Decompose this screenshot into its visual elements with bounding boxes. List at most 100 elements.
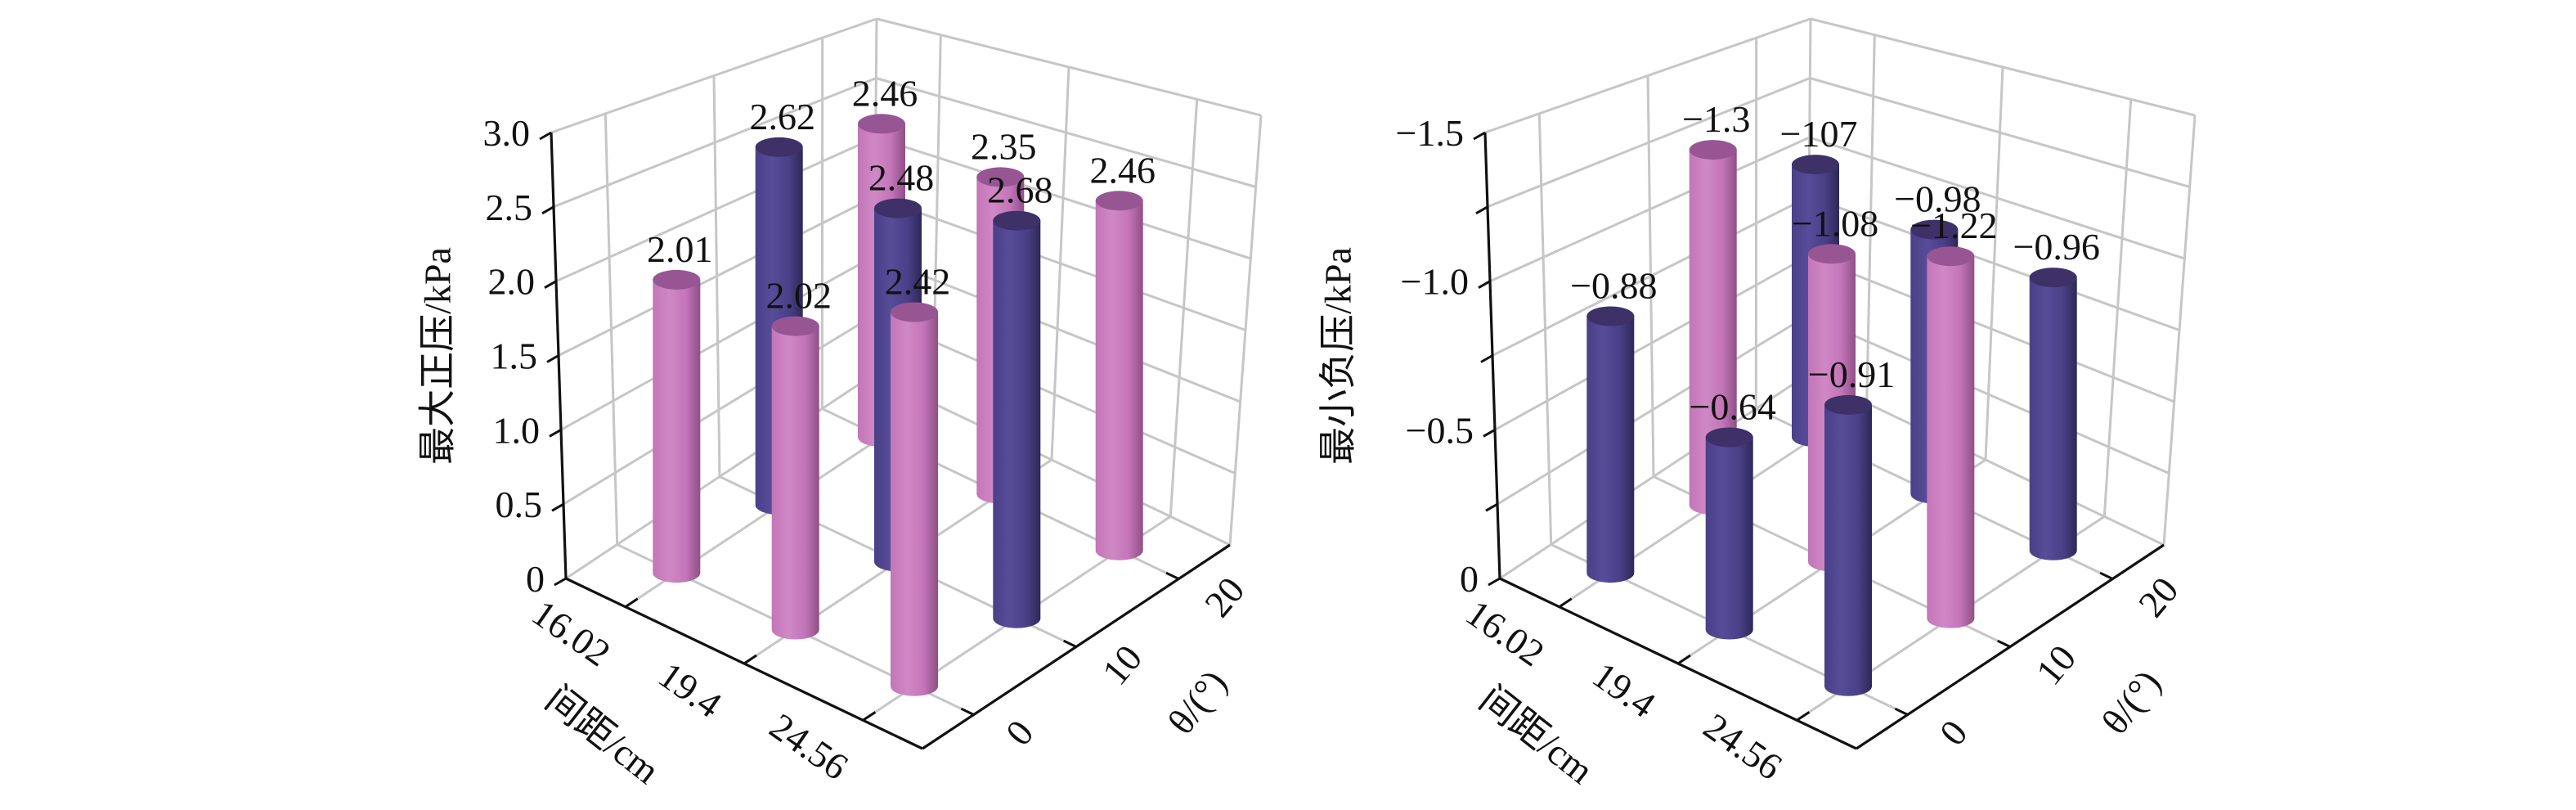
y-tick	[549, 428, 562, 438]
bar-body	[1705, 437, 1753, 640]
left-wall-gridline	[1537, 113, 1553, 545]
data-label: 2.46	[1089, 149, 1156, 191]
y-tick-label: 0	[526, 558, 545, 600]
bar-top	[653, 269, 701, 290]
theta-tick	[2099, 571, 2113, 580]
data-label: −0.98	[1894, 178, 1981, 220]
bar-body	[1586, 316, 1635, 583]
spacing-tick	[624, 597, 639, 608]
right-wall-gridline	[1228, 115, 1263, 546]
y-tick-label: 0	[1460, 558, 1479, 600]
y-tick-label: 1.5	[491, 335, 538, 377]
bar-top	[1910, 219, 1959, 240]
bar	[1095, 191, 1143, 560]
right-wall-gridline	[1169, 99, 1199, 517]
bar-body	[653, 279, 701, 583]
bar	[1705, 427, 1753, 640]
data-label: 2.42	[885, 261, 951, 303]
y-tick	[551, 502, 564, 512]
spacing-tick	[1558, 597, 1573, 608]
bar-top	[1792, 155, 1839, 175]
y-tick	[539, 131, 552, 141]
bar-top	[976, 167, 1025, 187]
data-label: −0.64	[1689, 386, 1775, 428]
data-label: 2.35	[971, 125, 1037, 167]
data-labels: 2.46 2.35 2.62 2.01 2.48 2.46 2.02 2.68 2.42	[647, 72, 1156, 316]
bars	[1586, 140, 2077, 696]
right-wall-gridline	[1865, 34, 1876, 403]
bar-body	[891, 312, 938, 696]
y-tick-label: 3.0	[483, 112, 531, 154]
right-wall-gridline	[2103, 99, 2133, 517]
bar	[1927, 246, 1975, 628]
data-label: −107	[1780, 113, 1858, 155]
spacing-tick	[862, 711, 877, 722]
y-tick	[541, 205, 554, 215]
y-tick	[1473, 131, 1486, 141]
bar-body	[1689, 150, 1737, 515]
data-label: −0.96	[2013, 226, 2099, 268]
bar-top	[1586, 306, 1635, 326]
y-tick-label: −1.5	[1396, 112, 1464, 154]
y-axis-title: 最大正压/kPa	[417, 247, 459, 465]
y-tick	[1478, 280, 1491, 290]
bar	[1824, 394, 1872, 696]
bar	[653, 269, 701, 583]
left-wall-gridline	[712, 75, 721, 477]
right-wall-gridline	[1984, 66, 2004, 461]
y-tick	[1480, 354, 1493, 363]
data-label: −1.22	[1910, 205, 1997, 246]
bar-body	[1927, 256, 1975, 628]
y-tick	[1483, 428, 1496, 438]
data-label: 2.62	[749, 96, 815, 137]
bar-body	[1824, 404, 1872, 696]
bar-top	[1705, 427, 1753, 448]
y-tick	[546, 354, 559, 363]
bar-top	[1927, 246, 1975, 267]
y-tick	[1475, 205, 1488, 215]
y-tick	[1485, 502, 1498, 512]
y-tick-label: −1.0	[1401, 261, 1469, 303]
spacing-tick	[743, 654, 757, 665]
data-label: 2.46	[852, 72, 918, 114]
bar-body	[771, 326, 819, 640]
y-tick	[1488, 577, 1501, 587]
data-labels: −107 −0.98 −1.3 −0.88 −1.08 −0.96 −0.64 −1.22 −0…	[1570, 98, 2100, 427]
data-label: 2.01	[647, 228, 713, 270]
bar	[2029, 268, 2077, 560]
y-tick-label: 0.5	[496, 484, 543, 525]
right-wall-gridline	[1050, 66, 1070, 461]
y-tick-label: 2.5	[486, 187, 533, 228]
left-wall-gridline	[1646, 75, 1655, 477]
data-label: −1.08	[1792, 202, 1878, 244]
spacing-tick	[1677, 654, 1691, 665]
bar-top	[1689, 140, 1737, 160]
bar-top	[858, 114, 905, 134]
left-wall-gridline	[604, 113, 619, 545]
bar-body	[2029, 277, 2077, 560]
bars	[653, 114, 1143, 696]
data-label: 2.48	[868, 157, 935, 199]
bar	[993, 210, 1041, 628]
spacing-tick	[1796, 711, 1811, 722]
bar	[1586, 306, 1635, 583]
y-axis-title: 最小负压/kPa	[1317, 247, 1359, 465]
theta-tick	[1063, 639, 1077, 648]
y-tick	[554, 577, 567, 587]
right-wall-gridline	[2162, 115, 2197, 546]
y-tick-label: −0.5	[1406, 409, 1474, 451]
data-label: −1.3	[1682, 98, 1750, 140]
y-tick	[544, 280, 557, 290]
y-tick-label: 1.0	[493, 409, 541, 451]
bar-top	[1808, 244, 1856, 264]
bar-body	[993, 220, 1041, 628]
bar-top	[891, 302, 938, 322]
bar-top	[2029, 268, 2077, 288]
bar-top	[1095, 191, 1143, 211]
theta-tick	[1165, 571, 1179, 580]
bar-top	[874, 198, 922, 218]
data-label: −0.91	[1808, 353, 1895, 395]
bar-top	[1824, 394, 1872, 415]
